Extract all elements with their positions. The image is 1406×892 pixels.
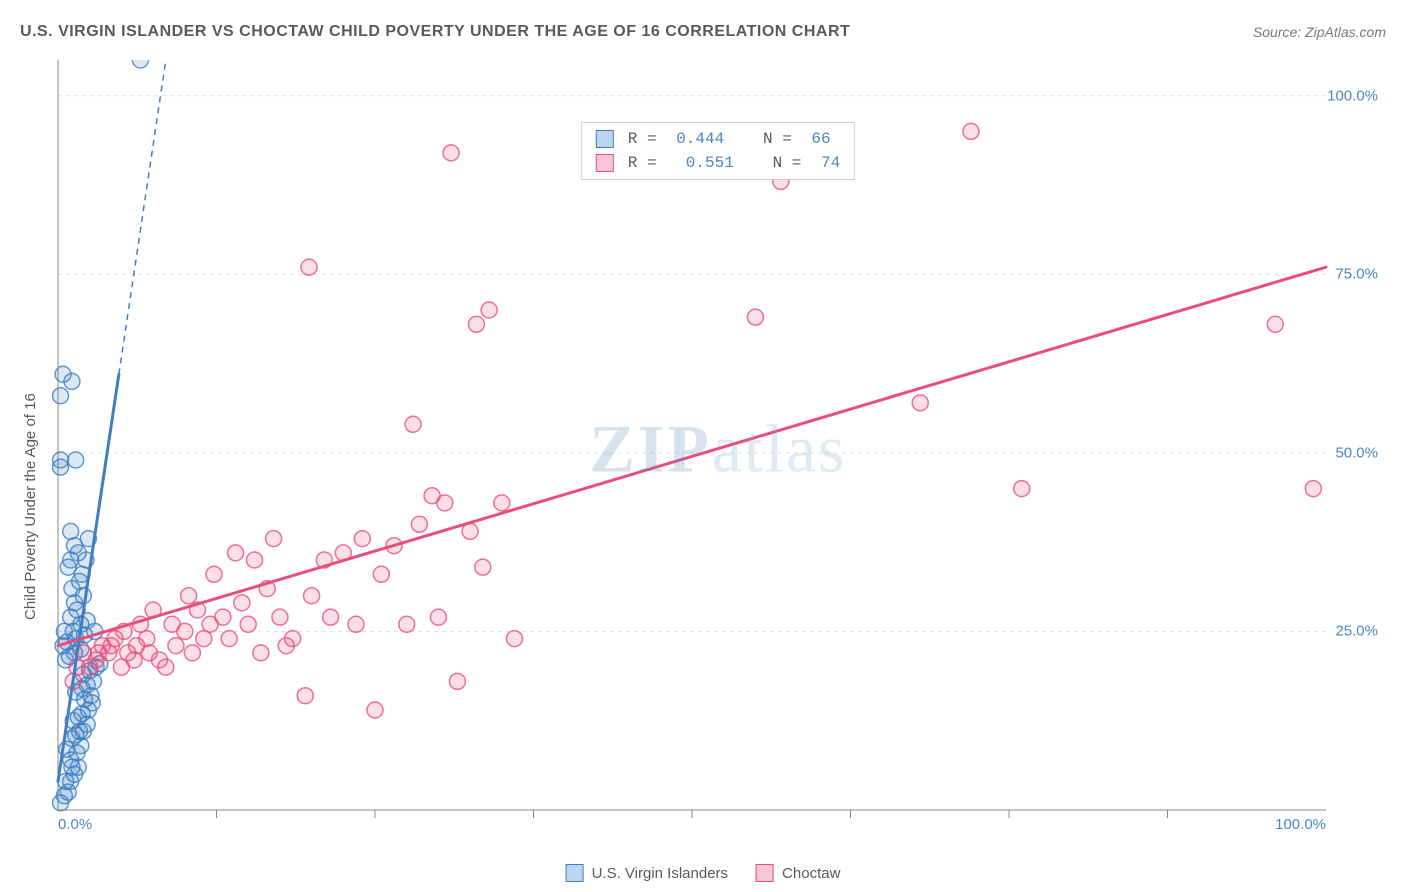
- y-tick-label: 75.0%: [1335, 266, 1378, 283]
- series-legend: U.S. Virgin Islanders Choctaw: [566, 864, 841, 882]
- r-label-1: R =: [628, 151, 666, 175]
- y-tick-label: 50.0%: [1335, 444, 1378, 461]
- n-label-0: N =: [734, 127, 801, 151]
- plot-wrapper: Child Poverty Under the Age of 16 ZIPatl…: [50, 60, 1386, 870]
- x-tick-label: 100.0%: [1275, 816, 1326, 892]
- r-value-0: 0.444: [676, 127, 724, 151]
- r-value-1: 0.551: [676, 151, 734, 175]
- legend-swatch-series-1: [756, 864, 774, 882]
- chart-title: U.S. VIRGIN ISLANDER VS CHOCTAW CHILD PO…: [20, 23, 850, 41]
- n-label-1: N =: [744, 151, 811, 175]
- y-tick-label: 25.0%: [1335, 623, 1378, 640]
- correlation-legend-row-0: R = 0.444 N = 66: [596, 127, 840, 151]
- correlation-legend: R = 0.444 N = 66 R = 0.551 N = 74: [581, 122, 855, 180]
- x-tick-label: 0.0%: [58, 816, 92, 892]
- legend-label-0: U.S. Virgin Islanders: [592, 865, 728, 882]
- y-axis-label: Child Poverty Under the Age of 16: [22, 393, 39, 620]
- title-bar: U.S. VIRGIN ISLANDER VS CHOCTAW CHILD PO…: [20, 20, 1386, 44]
- chart-source: Source: ZipAtlas.com: [1253, 24, 1386, 40]
- legend-item-0: U.S. Virgin Islanders: [566, 864, 728, 882]
- y-tick-label: 100.0%: [1327, 87, 1378, 104]
- legend-label-1: Choctaw: [782, 865, 840, 882]
- legend-swatch-series-0: [566, 864, 584, 882]
- legend-swatch-0: [596, 130, 614, 148]
- n-value-1: 74: [821, 151, 840, 175]
- legend-item-1: Choctaw: [756, 864, 840, 882]
- n-value-0: 66: [811, 127, 830, 151]
- correlation-legend-row-1: R = 0.551 N = 74: [596, 151, 840, 175]
- legend-swatch-1: [596, 154, 614, 172]
- r-label-0: R =: [628, 127, 666, 151]
